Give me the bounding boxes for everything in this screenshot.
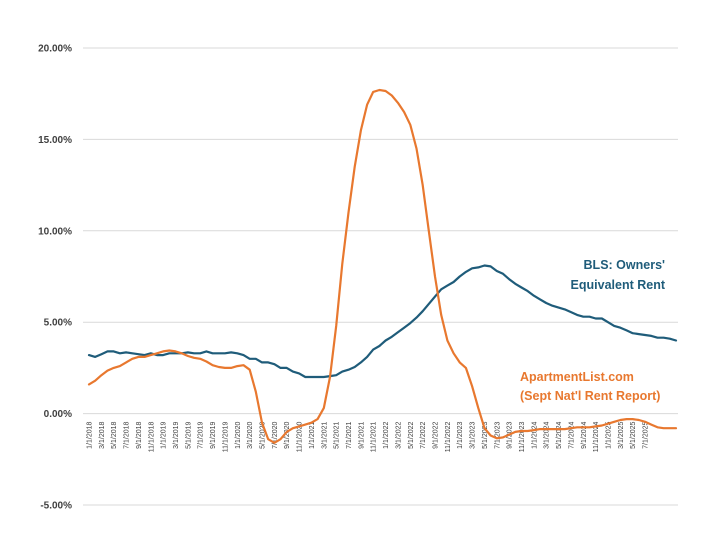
y-axis: 20.00% 15.00% 10.00% 5.00% 0.00% -5.00% (38, 44, 72, 512)
x-tick-label: 5/1/2022 (408, 421, 415, 448)
x-tick-label: 5/1/2018 (111, 421, 118, 448)
x-tick-label: 1/1/2021 (309, 421, 316, 448)
x-tick-label: 7/1/2025 (643, 421, 650, 448)
series-labels: BLS: Owners' Equivalent Rent ApartmentLi… (520, 258, 666, 403)
x-tick-label: 1/1/2019 (161, 421, 168, 448)
apartmentlist-label-line2: (Sept Nat'l Rent Report) (520, 389, 660, 403)
x-tick-label: 3/1/2023 (470, 421, 477, 448)
x-tick-label: 11/1/2022 (445, 421, 452, 452)
bls-series-line (87, 264, 678, 379)
x-tick-label: 7/1/2023 (494, 421, 501, 448)
x-tick-label: 3/1/2022 (395, 421, 402, 448)
x-tick-label: 1/1/2024 (531, 421, 538, 448)
y-tick-label: 0.00% (44, 409, 72, 420)
x-tick-label: 7/1/2019 (198, 421, 205, 448)
x-tick-label: 5/1/2023 (482, 421, 489, 448)
x-tick-label: 9/1/2019 (210, 421, 217, 448)
apartmentlist-label-line1: ApartmentList.com (520, 370, 634, 384)
x-tick-label: 5/1/2024 (556, 421, 563, 448)
x-tick-label: 3/1/2025 (618, 421, 625, 448)
x-tick-label: 7/1/2020 (272, 421, 279, 448)
x-tick-label: 11/1/2019 (222, 421, 229, 452)
x-tick-label: 5/1/2021 (334, 421, 341, 448)
x-tick-label: 1/1/2018 (87, 421, 94, 448)
x-tick-label: 1/1/2023 (457, 421, 464, 448)
x-tick-label: 11/1/2018 (148, 421, 155, 452)
x-tick-label: 11/1/2021 (371, 421, 378, 452)
x-tick-label: 3/1/2021 (321, 421, 328, 448)
y-tick-label: 15.00% (38, 135, 72, 146)
y-tick-label: 5.00% (44, 318, 72, 329)
x-tick-label: 11/1/2020 (297, 421, 304, 452)
x-tick-label: 5/1/2025 (630, 421, 637, 448)
x-tick-label: 9/1/2022 (433, 421, 440, 448)
x-tick-label: 9/1/2021 (358, 421, 365, 448)
x-tick-label: 7/1/2018 (124, 421, 131, 448)
x-tick-label: 9/1/2024 (581, 421, 588, 448)
x-axis: 1/1/2018 3/1/2018 5/1/2018 7/1/2018 9/1/2018… (87, 421, 650, 452)
x-tick-label: 11/1/2023 (519, 421, 526, 452)
apartmentlist-series-line (87, 88, 678, 444)
bls-label-line1: BLS: Owners' (584, 258, 665, 272)
x-tick-label: 7/1/2022 (420, 421, 427, 448)
x-tick-label: 1/1/2022 (383, 421, 390, 448)
x-tick-label: 3/1/2020 (247, 421, 254, 448)
y-tick-label: 10.00% (38, 226, 72, 237)
y-tick-label: -5.00% (40, 501, 72, 512)
x-tick-label: 11/1/2024 (593, 421, 600, 452)
gridlines (83, 47, 678, 506)
x-tick-label: 7/1/2021 (346, 421, 353, 448)
x-tick-label: 5/1/2020 (260, 421, 267, 448)
x-tick-label: 3/1/2024 (544, 421, 551, 448)
x-tick-label: 7/1/2024 (568, 421, 575, 448)
x-tick-label: 3/1/2019 (173, 421, 180, 448)
bls-label-line2: Equivalent Rent (571, 278, 666, 292)
x-tick-label: 5/1/2019 (185, 421, 192, 448)
x-tick-label: 1/1/2020 (235, 421, 242, 448)
x-tick-label: 3/1/2018 (99, 421, 106, 448)
x-tick-label: 1/1/2025 (606, 421, 613, 448)
y-tick-label: 20.00% (38, 44, 72, 55)
x-tick-label: 9/1/2020 (284, 421, 291, 448)
series-lines (87, 88, 678, 444)
x-tick-label: 9/1/2018 (136, 421, 143, 448)
